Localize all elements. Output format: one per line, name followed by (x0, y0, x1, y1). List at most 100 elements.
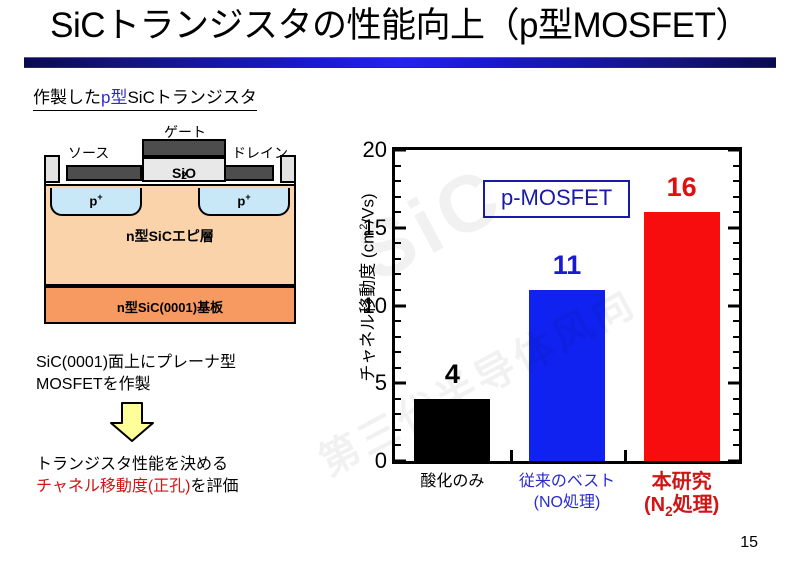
gate-label: ゲート (164, 124, 206, 140)
y-axis-minor-tick (395, 366, 401, 369)
x-axis-category-line: 酸化のみ (420, 473, 485, 490)
chart-bar (643, 212, 720, 461)
y-axis-major-tick (395, 304, 406, 307)
note-bottom-tail: を評価 (190, 478, 239, 495)
y-axis-major-tick-right (728, 459, 739, 463)
y-axis-minor-tick (395, 397, 401, 400)
p-well-right: p+ (198, 188, 290, 216)
y-axis-tick-label: 10 (362, 292, 387, 318)
chart-bar-value-label: 11 (552, 249, 582, 280)
y-axis-major-tick-right (728, 381, 739, 385)
y-axis-minor-tick-right (733, 211, 739, 214)
title-divider (24, 57, 776, 68)
gate-oxide-label: SiO 2 (171, 165, 197, 182)
y-axis-minor-tick (395, 428, 401, 431)
contact-pad-left (44, 155, 60, 183)
y-axis-minor-tick-right (733, 413, 739, 416)
heading-blue: p型 (101, 88, 128, 107)
left-panel-heading: 作製したp型SiCトランジスタ (33, 83, 257, 111)
y-axis-minor-tick (395, 413, 401, 416)
note-top-line2: MOSFETを作製 (36, 376, 151, 393)
y-axis-minor-tick-right (733, 164, 739, 167)
y-axis-minor-tick (395, 195, 401, 198)
page-title: SiCトランジスタの性能向上（p型MOSFET） (50, 6, 750, 45)
x-axis-tick (509, 450, 513, 461)
y-axis-minor-tick (395, 257, 401, 260)
y-axis-major-tick-right (728, 226, 739, 230)
x-axis-category-label: 本研究 (N2処理) (644, 471, 719, 523)
x-axis-category-line: (NO処理) (533, 494, 601, 511)
y-axis-minor-tick-right (733, 242, 739, 245)
x-axis-category-line: 本研究 (651, 471, 712, 493)
bar-chart: チャネル移動度 (cm2/Vs) p-MOSFET 0 5 10 15 20 4 11 16 … (330, 135, 790, 535)
x-axis-tick (624, 450, 628, 461)
y-axis-minor-tick-right (733, 195, 739, 198)
drain-label: ドレイン (232, 145, 288, 161)
chart-bar-value-label: 4 (444, 358, 460, 389)
y-axis-tick-label: 20 (362, 137, 387, 162)
source-electrode (66, 165, 142, 181)
note-top-line1: SiC(0001)面上にプレーナ型 (36, 354, 237, 371)
p-well-left-label: p+ (89, 192, 103, 209)
note-bottom: トランジスタ性能を決める チャネル移動度(正孔)を評価 (36, 454, 239, 498)
y-axis-minor-tick (395, 211, 401, 214)
device-cross-section-diagram: ゲート ソース ドレイン n型SiCエピ層 n型SiC(0001)基板 p+ p… (36, 122, 312, 324)
y-axis-minor-tick-right (733, 351, 739, 354)
epi-layer-label: n型SiCエピ層 (126, 228, 214, 244)
note-bottom-highlight: チャネル移動度(正孔) (36, 478, 191, 495)
y-axis-minor-tick-right (733, 397, 739, 400)
y-axis-minor-tick-right (733, 273, 739, 276)
y-axis-minor-tick-right (733, 320, 739, 323)
y-axis-minor-tick (395, 180, 401, 183)
note-top: SiC(0001)面上にプレーナ型 MOSFETを作製 (36, 352, 236, 396)
y-axis-minor-tick-right (733, 366, 739, 369)
y-axis-minor-tick (395, 273, 401, 276)
substrate-layer: n型SiC(0001)基板 (44, 286, 296, 324)
y-axis-minor-tick (395, 335, 401, 338)
y-axis-minor-tick-right (733, 428, 739, 431)
heading-post: SiCトランジスタ (127, 88, 257, 107)
x-axis-category-label: 従来のベスト (NO処理) (519, 471, 615, 513)
page-number: 15 (740, 534, 758, 551)
y-axis-major-tick (395, 226, 406, 230)
y-axis-minor-tick (395, 444, 401, 447)
gate-oxide: SiO 2 (142, 157, 226, 182)
y-axis-minor-tick-right (733, 444, 739, 447)
chart-bar-value-label: 16 (666, 172, 697, 203)
y-axis-tick-label: 15 (362, 214, 387, 240)
chart-plot-area: p-MOSFET 0 5 10 15 20 4 11 16 (363, 137, 742, 473)
heading-pre: 作製した (33, 88, 101, 107)
y-axis-major-tick-right (728, 304, 739, 307)
x-axis-category-label: 酸化のみ (420, 471, 484, 492)
y-axis-minor-tick (395, 164, 401, 167)
y-axis-minor-tick (395, 242, 401, 245)
y-axis-major-tick (395, 381, 406, 385)
chart-bar (529, 289, 605, 461)
gate-electrode (142, 139, 226, 157)
y-axis-minor-tick (395, 351, 401, 354)
p-well-left: p+ (50, 188, 142, 216)
chart-legend: p-MOSFET (483, 180, 631, 218)
x-axis-category-line: 従来のベスト (518, 473, 616, 490)
y-axis-minor-tick (395, 320, 401, 323)
y-axis-minor-tick-right (733, 335, 739, 338)
substrate-label: n型SiC(0001)基板 (116, 300, 224, 315)
x-axis-category-line: (N2処理) (643, 494, 720, 519)
y-axis-minor-tick (395, 288, 401, 291)
y-axis-minor-tick-right (733, 257, 739, 260)
y-axis-major-tick (395, 148, 406, 152)
note-bottom-line2: チャネル移動度(正孔)を評価 (36, 476, 239, 498)
contact-pad-right (280, 155, 296, 183)
y-axis-minor-tick-right (733, 288, 739, 291)
p-well-right-label: p+ (237, 192, 251, 209)
y-axis-major-tick (395, 459, 406, 463)
y-axis-minor-tick-right (733, 180, 739, 183)
chart-bar (414, 398, 491, 461)
source-label: ソース (68, 145, 110, 161)
note-bottom-line1: トランジスタ性能を決める (36, 456, 229, 473)
y-axis-major-tick-right (728, 148, 739, 152)
y-axis-tick-label: 5 (374, 370, 387, 396)
down-arrow-icon (110, 402, 154, 442)
y-axis-tick-label: 0 (374, 448, 387, 473)
